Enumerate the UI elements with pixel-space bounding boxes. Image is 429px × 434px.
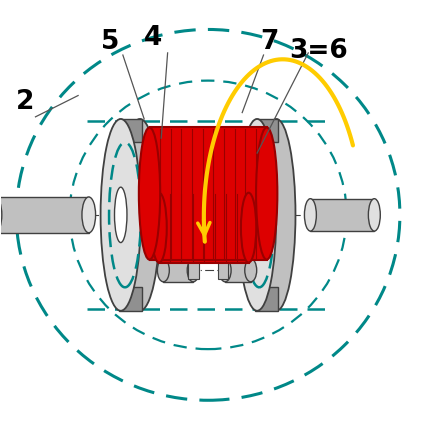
Ellipse shape <box>82 197 96 233</box>
Ellipse shape <box>219 259 231 282</box>
Ellipse shape <box>115 187 127 243</box>
Ellipse shape <box>245 259 257 282</box>
Ellipse shape <box>157 141 169 164</box>
FancyBboxPatch shape <box>311 199 375 231</box>
Ellipse shape <box>369 199 380 231</box>
FancyBboxPatch shape <box>188 262 199 279</box>
Ellipse shape <box>256 128 278 260</box>
Ellipse shape <box>100 119 141 311</box>
Polygon shape <box>255 287 278 311</box>
Polygon shape <box>118 287 142 311</box>
Ellipse shape <box>151 193 167 263</box>
Text: 4: 4 <box>144 25 162 51</box>
Text: 3=6: 3=6 <box>290 38 348 64</box>
Ellipse shape <box>120 119 160 311</box>
Text: 7: 7 <box>261 29 279 55</box>
FancyBboxPatch shape <box>0 197 89 233</box>
FancyBboxPatch shape <box>225 259 251 282</box>
FancyBboxPatch shape <box>188 145 199 161</box>
Ellipse shape <box>139 128 160 260</box>
Ellipse shape <box>187 141 199 164</box>
FancyBboxPatch shape <box>218 262 228 279</box>
Ellipse shape <box>0 197 2 233</box>
Ellipse shape <box>257 119 296 311</box>
FancyBboxPatch shape <box>218 145 228 161</box>
Text: 5: 5 <box>101 29 119 55</box>
FancyBboxPatch shape <box>225 141 251 164</box>
Polygon shape <box>255 119 278 142</box>
Ellipse shape <box>305 199 316 231</box>
Ellipse shape <box>256 190 266 240</box>
FancyBboxPatch shape <box>159 193 248 263</box>
Ellipse shape <box>219 141 231 164</box>
Ellipse shape <box>157 259 169 282</box>
FancyBboxPatch shape <box>163 259 193 282</box>
Ellipse shape <box>245 141 257 164</box>
Ellipse shape <box>241 193 256 263</box>
Ellipse shape <box>187 259 199 282</box>
Ellipse shape <box>238 119 276 311</box>
Polygon shape <box>118 119 142 142</box>
FancyBboxPatch shape <box>163 141 193 164</box>
Text: 2: 2 <box>15 89 34 115</box>
FancyBboxPatch shape <box>149 128 267 260</box>
